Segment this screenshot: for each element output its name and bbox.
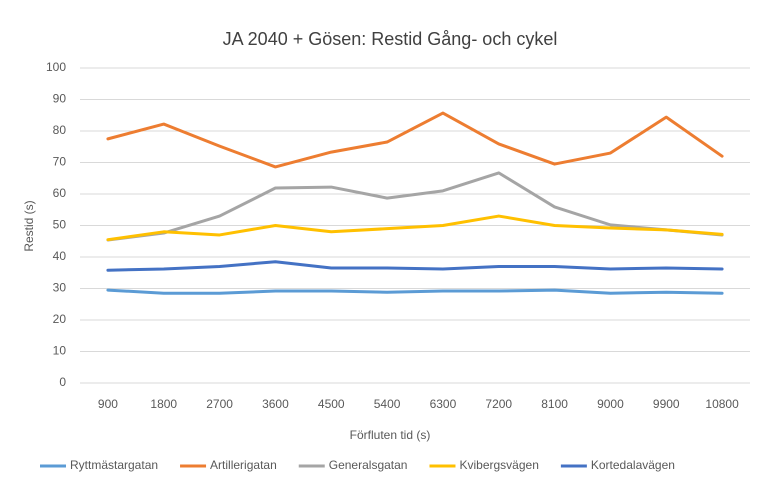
x-tick-label: 2700	[206, 397, 233, 411]
legend-label: Artillerigatan	[210, 458, 277, 472]
series-line	[106, 260, 724, 272]
x-tick-label: 6300	[430, 397, 457, 411]
legend-label: Generalsgatan	[329, 458, 408, 472]
x-tick-label: 9000	[597, 397, 624, 411]
x-axis-title: Förfluten tid (s)	[350, 428, 431, 442]
x-tick-label: 10800	[705, 397, 739, 411]
y-tick-label: 80	[53, 123, 67, 137]
x-tick-label: 5400	[374, 397, 401, 411]
x-tick-label: 1800	[150, 397, 177, 411]
x-tick-label: 3600	[262, 397, 289, 411]
y-tick-label: 20	[53, 312, 67, 326]
legend-label: Kortedalavägen	[591, 458, 675, 472]
y-tick-label: 10	[53, 344, 67, 358]
series-line	[106, 288, 724, 295]
y-tick-label: 0	[59, 375, 66, 389]
series-line	[106, 171, 724, 242]
y-tick-label: 70	[53, 155, 67, 169]
x-tick-label: 9900	[653, 397, 680, 411]
legend-label: Kvibergsvägen	[459, 458, 538, 472]
x-tick-label: 7200	[485, 397, 512, 411]
y-tick-label: 30	[53, 281, 67, 295]
y-tick-label: 40	[53, 249, 67, 263]
y-tick-label: 100	[46, 60, 66, 74]
series-line	[106, 111, 724, 169]
x-tick-label: 8100	[541, 397, 568, 411]
legend-label: Ryttmästargatan	[70, 458, 158, 472]
x-tick-label: 900	[98, 397, 118, 411]
x-tick-label: 4500	[318, 397, 345, 411]
series-line	[106, 214, 724, 242]
y-tick-label: 50	[53, 218, 67, 232]
y-axis-title: Restid (s)	[22, 200, 36, 251]
y-tick-label: 60	[53, 186, 67, 200]
y-tick-label: 90	[53, 92, 67, 106]
chart-title: JA 2040 + Gösen: Restid Gång- och cykel	[223, 29, 558, 49]
